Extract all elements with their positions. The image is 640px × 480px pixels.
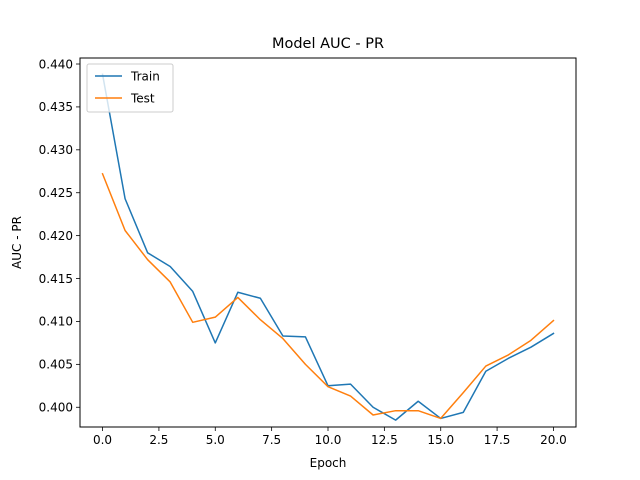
x-tick-label: 7.5	[262, 433, 281, 447]
y-tick-label: 0.435	[39, 100, 73, 114]
y-tick-label: 0.405	[39, 358, 73, 372]
x-tick-label: 10.0	[315, 433, 342, 447]
x-tick-label: 2.5	[149, 433, 168, 447]
x-tick-label: 15.0	[427, 433, 454, 447]
legend: Train Test	[86, 63, 174, 113]
y-tick-label: 0.415	[39, 272, 73, 286]
chart-title: Model AUC - PR	[272, 36, 384, 52]
x-tick-label: 5.0	[206, 433, 225, 447]
x-tick-label: 12.5	[371, 433, 398, 447]
y-tick-label: 0.420	[39, 229, 73, 243]
y-tick-label: 0.425	[39, 186, 73, 200]
legend-box	[86, 63, 174, 113]
y-tick-label: 0.410	[39, 315, 73, 329]
y-tick-label: 0.400	[39, 401, 73, 415]
y-axis-title: AUC - PR	[10, 216, 24, 269]
series-line-test	[101, 172, 555, 420]
plot-frame	[79, 57, 577, 428]
series-layer	[101, 73, 555, 421]
plot-area	[80, 58, 576, 427]
x-tick-label: 17.5	[484, 433, 511, 447]
x-axis-ticks: 0.0 2.5 5.0 7.5 10.0 12.5 15.0 17.5 20.0	[93, 427, 567, 447]
legend-label-train: Train	[130, 69, 160, 83]
x-tick-label: 0.0	[93, 433, 112, 447]
x-tick-label: 20.0	[540, 433, 567, 447]
legend-label-test: Test	[130, 91, 155, 105]
x-axis-title: Epoch	[310, 456, 347, 470]
y-axis-ticks: 0.400 0.405 0.410 0.415 0.420 0.425 0.430 0.435…	[39, 57, 80, 415]
y-tick-label: 0.440	[39, 57, 73, 71]
y-tick-label: 0.430	[39, 143, 73, 157]
